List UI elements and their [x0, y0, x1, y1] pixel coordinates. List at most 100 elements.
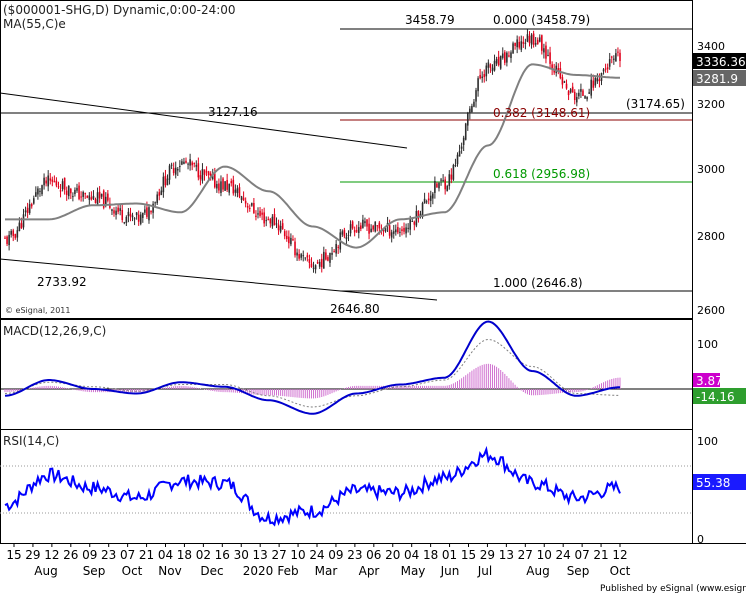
candle-body: [561, 77, 564, 85]
candle-body: [491, 67, 494, 72]
candle-body: [337, 246, 340, 248]
x-day-tick: 09: [82, 548, 97, 562]
candle-body: [528, 35, 531, 43]
candle-body: [401, 229, 403, 231]
fib-382-label: 0.382 (3148.61): [493, 106, 590, 120]
candle-body: [333, 251, 335, 253]
candle-body: [436, 183, 438, 188]
candle-body: [213, 173, 216, 188]
candle-body: [462, 137, 465, 145]
candle-body: [357, 227, 360, 233]
x-day-tick: 10: [537, 548, 552, 562]
candle-body: [602, 69, 605, 72]
candle-body: [207, 171, 210, 176]
x-day-tick: 20: [385, 548, 400, 562]
candle-body: [483, 74, 486, 78]
rsi-tick-0: 0: [697, 533, 704, 546]
candle-body: [216, 184, 218, 189]
candle-body: [242, 197, 245, 201]
candle-body: [285, 235, 288, 240]
ma-legend: MA(55,C)e: [3, 17, 66, 31]
candle-body: [318, 261, 321, 267]
candle-body: [257, 213, 259, 215]
candle-body: [592, 80, 595, 88]
x-month-label: Jun: [440, 564, 460, 578]
candle-body: [460, 146, 463, 149]
candle-body: [193, 163, 196, 165]
candle-body: [450, 174, 453, 180]
candle-body: [111, 209, 113, 211]
candle-body: [454, 165, 457, 167]
candle-body: [224, 181, 226, 191]
rsi-panel: RSI(14,C) 100 0 55.38: [0, 434, 746, 546]
candle-body: [440, 179, 442, 181]
candle-body: [557, 67, 560, 71]
x-day-tick: 07: [120, 548, 135, 562]
candle-body: [395, 229, 397, 233]
candle-body: [248, 207, 251, 209]
candle-body: [201, 169, 204, 181]
candle-body: [397, 227, 399, 233]
candle-body: [67, 185, 70, 197]
candle-body: [349, 224, 352, 234]
candle-body: [341, 231, 344, 235]
candle-body: [30, 204, 33, 207]
x-day-tick: 13: [253, 548, 268, 562]
candle-body: [325, 252, 327, 260]
candle-body: [300, 254, 302, 258]
macd-panel: MACD(12,26,9,C) 100 3.87 -14.16: [0, 320, 746, 415]
candle-body: [423, 198, 426, 204]
candle-body: [619, 52, 621, 62]
esignal-watermark: © eSignal, 2011: [5, 306, 70, 315]
candle-body: [559, 68, 562, 79]
x-day-tick: 24: [309, 548, 324, 562]
x-axis-days: 15 29 12 26 09 23 07 21 04 18 02 16 30 13 27 10 24 09 23 06…: [6, 543, 628, 562]
candle-body: [615, 53, 617, 62]
candle-body: [489, 64, 492, 68]
candle-body: [563, 81, 566, 83]
candle-body: [26, 207, 29, 213]
candle-body: [298, 254, 300, 259]
candle-body: [388, 225, 391, 236]
candle-body: [269, 219, 272, 224]
rsi-panel-frame: [0, 429, 693, 544]
candle-body: [72, 196, 74, 198]
candle-body: [236, 188, 239, 194]
candle-body: [199, 175, 202, 180]
candle-body: [218, 183, 220, 191]
candle-body: [617, 51, 619, 53]
candle-body: [80, 196, 82, 198]
candle-body: [41, 185, 43, 195]
candle-body: [211, 174, 214, 180]
candle-body: [442, 180, 444, 182]
candle-body: [514, 42, 516, 46]
mar-low-label: 2646.80: [330, 302, 380, 316]
x-day-tick: 18: [423, 548, 438, 562]
candle-body: [288, 236, 290, 244]
macd-value-tag: [693, 373, 720, 387]
candle-body: [604, 68, 607, 70]
candle-body: [598, 79, 601, 82]
price-tick-2800: 2800: [697, 230, 725, 243]
trendlines: [0, 28, 692, 301]
aug-low-label: 2733.92: [37, 275, 87, 289]
candle-body: [16, 230, 19, 238]
candle-body: [32, 198, 35, 204]
x-day-tick: 29: [480, 548, 495, 562]
rsi-tick-100: 100: [697, 435, 718, 448]
candle-body: [475, 90, 477, 102]
candle-body: [115, 210, 117, 215]
candle-body: [479, 74, 481, 79]
x-day-tick: 23: [347, 548, 362, 562]
candle-body: [360, 225, 362, 230]
candle-body: [144, 209, 146, 213]
candle-body: [374, 221, 377, 232]
candle-body: [181, 161, 183, 165]
candle-body: [580, 89, 582, 92]
x-month-label: May: [401, 564, 426, 578]
x-day-tick: 21: [139, 548, 154, 562]
candle-body: [425, 201, 428, 203]
candle-body: [571, 86, 574, 93]
